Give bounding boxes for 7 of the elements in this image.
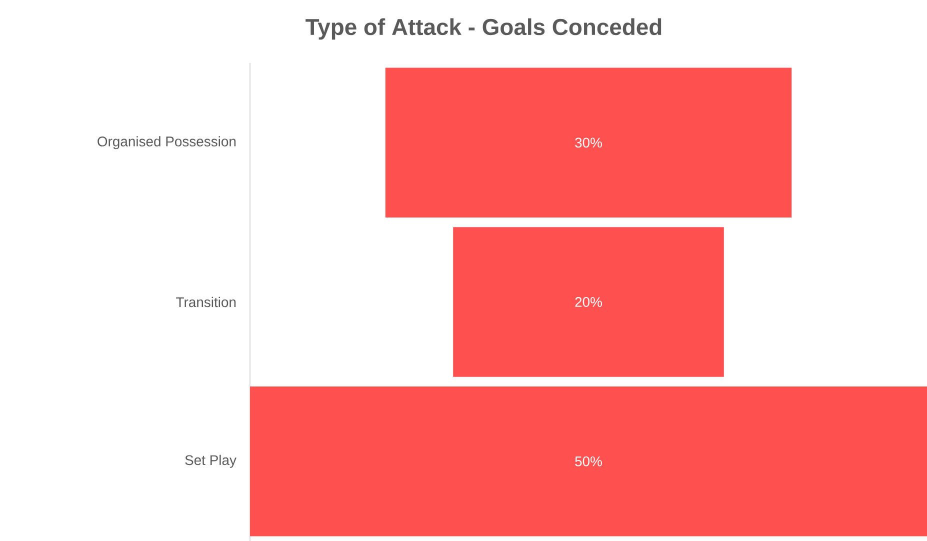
category-label: Organised Possession xyxy=(98,136,236,150)
category-label: Set Play xyxy=(185,454,236,468)
data-label: 20% xyxy=(575,297,602,307)
category-label: Transition xyxy=(176,296,236,308)
text: Type of Attack - Goals Conceded xyxy=(306,18,662,40)
data-label: 30% xyxy=(575,138,602,148)
data-label: 50% xyxy=(575,456,602,466)
